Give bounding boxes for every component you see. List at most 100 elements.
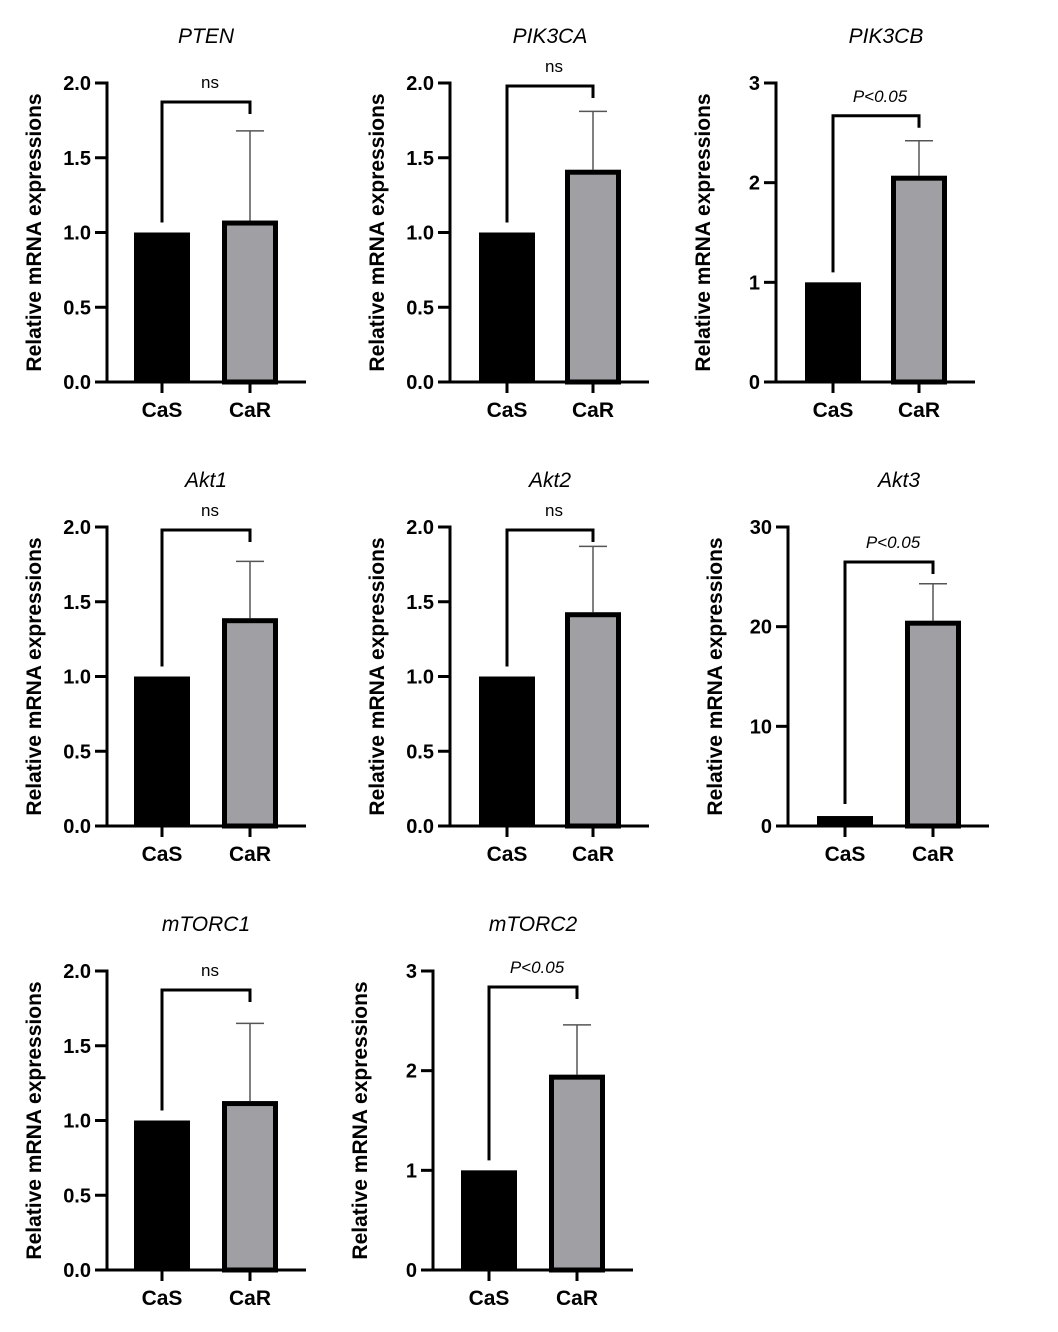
significance-bracket [843,560,935,805]
chart-panel-akt2: Akt2 Relative mRNA expressions 0.0 0.5 1.0 1.… [366,469,649,866]
y-tick-label: 2.0 [63,961,91,983]
y-tick-label: 1.0 [406,667,434,689]
y-tick-label: 0 [749,372,760,394]
x-tick-label: CaR [912,843,954,866]
significance-label: P<0.05 [510,958,565,977]
chart-title: PIK3CB [849,25,924,48]
significance-bracket [487,985,579,1161]
chart-panel-pten: PTEN Relative mRNA expressions 0.0 0.5 1.0 1.… [23,25,306,422]
significance-label: ns [201,961,219,980]
y-tick-label: 10 [750,716,772,738]
significance-bracket [831,114,921,273]
significance-label: ns [545,57,563,76]
significance-label: ns [201,501,219,520]
y-tick-label: 3 [406,961,417,983]
y-tick-label: 20 [750,617,772,639]
y-tick-label: 0.0 [63,372,91,394]
significance-label: ns [545,501,563,520]
y-tick-label: 1.0 [63,1111,91,1133]
chart-title: Akt3 [876,469,920,492]
y-tick-label: 2 [406,1061,417,1083]
bar-cas [461,1170,517,1270]
chart-title: mTORC2 [489,913,578,936]
y-tick-label: 0.0 [406,372,434,394]
bar-car [222,1101,278,1273]
y-tick-label: 0.5 [63,741,91,763]
significance-bracket [505,528,595,667]
x-tick-label: CaR [572,399,614,422]
chart-title: PIK3CA [513,25,588,48]
y-axis-label: Relative mRNA expressions [23,981,46,1259]
significance-bracket [505,84,595,223]
y-tick-label: 0.0 [406,816,434,838]
bar-cas [479,232,535,382]
y-tick-label: 2.0 [63,517,91,539]
bar-cas [805,282,861,382]
x-tick-label: CaS [469,1287,510,1310]
y-tick-label: 1.5 [406,148,434,170]
y-tick-label: 3 [749,73,760,95]
chart-panel-mtorc2: mTORC2 Relative mRNA expressions 0 1 2 3 CaS Ca… [349,913,633,1310]
x-tick-label: CaR [556,1287,598,1310]
x-tick-label: CaR [229,399,271,422]
significance-label: P<0.05 [853,87,908,106]
bar-cas [134,676,190,826]
y-tick-label: 1.0 [63,223,91,245]
y-tick-label: 30 [750,517,772,539]
y-tick-label: 2 [749,173,760,195]
y-tick-label: 0.5 [406,741,434,763]
x-tick-label: CaR [572,843,614,866]
y-tick-label: 1.0 [63,667,91,689]
chart-title: Akt2 [527,469,571,492]
significance-bracket [160,100,252,223]
chart-panel-akt3: Akt3 Relative mRNA expressions 0 10 20 30 CaS C… [704,469,989,866]
y-axis-label: Relative mRNA expressions [366,537,389,815]
chart-panel-mtorc1: mTORC1 Relative mRNA expressions 0.0 0.5 1.0… [23,913,306,1310]
y-tick-label: 1.0 [406,223,434,245]
significance-label: ns [201,73,219,92]
y-axis-label: Relative mRNA expressions [692,93,715,371]
bar-cas [134,232,190,382]
y-axis-label: Relative mRNA expressions [704,537,727,815]
y-tick-label: 1.5 [406,592,434,614]
x-tick-label: CaS [142,1287,183,1310]
bar-car [565,612,621,829]
chart-panel-pik3ca: PIK3CA Relative mRNA expressions 0.0 0.5 1.0… [366,25,649,422]
chart-panel-akt1: Akt1 Relative mRNA expressions 0.0 0.5 1.0 1.… [23,469,306,866]
y-tick-label: 0.5 [63,297,91,319]
bar-car [549,1074,605,1273]
y-tick-label: 2.0 [406,73,434,95]
chart-title: PTEN [178,25,235,48]
x-tick-label: CaS [487,843,528,866]
y-axis-label: Relative mRNA expressions [366,93,389,371]
x-tick-label: CaS [825,843,866,866]
y-tick-label: 0 [761,816,772,838]
y-tick-label: 2.0 [63,73,91,95]
x-tick-label: CaS [142,399,183,422]
bar-car [222,220,278,385]
y-tick-label: 1.5 [63,148,91,170]
bar-cas [817,816,873,826]
significance-bracket [160,988,252,1111]
chart-title: Akt1 [183,469,227,492]
bar-car [891,175,947,385]
y-tick-label: 1 [749,272,760,294]
x-tick-label: CaR [229,1287,271,1310]
y-tick-label: 2.0 [406,517,434,539]
x-tick-label: CaS [813,399,854,422]
y-tick-label: 0 [406,1260,417,1282]
chart-panel-pik3cb: PIK3CB Relative mRNA expressions 0 1 2 3 CaS Ca… [692,25,975,422]
x-tick-label: CaS [142,843,183,866]
y-axis-label: Relative mRNA expressions [23,93,46,371]
bar-car [565,169,621,385]
x-tick-label: CaR [229,843,271,866]
x-tick-label: CaR [898,399,940,422]
significance-label: P<0.05 [866,533,921,552]
bar-car [222,618,278,829]
x-tick-label: CaS [487,399,528,422]
y-tick-label: 0.0 [63,816,91,838]
y-tick-label: 1.5 [63,1036,91,1058]
y-tick-label: 0.5 [63,1185,91,1207]
chart-title: mTORC1 [162,913,250,936]
